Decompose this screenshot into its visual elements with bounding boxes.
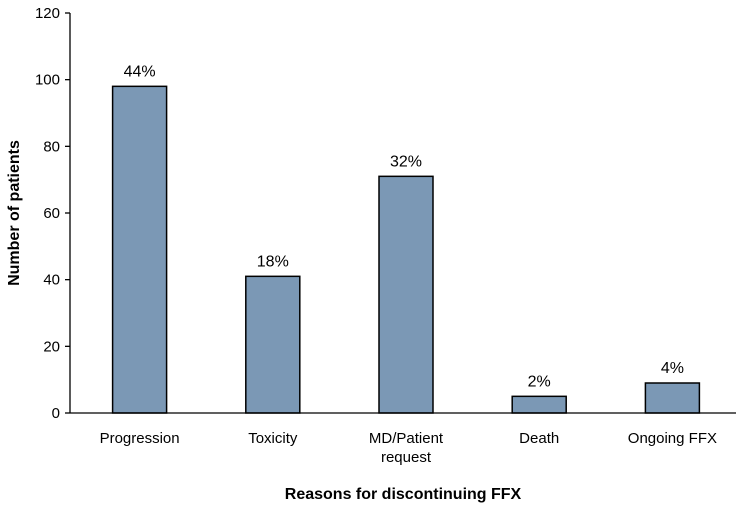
data-label: 2%	[528, 373, 551, 390]
x-tick-label: Toxicity	[248, 430, 298, 447]
bar	[644, 382, 701, 414]
y-tick-label: 100	[35, 72, 60, 89]
data-label: 4%	[661, 360, 684, 377]
y-tick-label: 0	[52, 405, 60, 422]
y-tick-label: 80	[43, 138, 60, 155]
bar	[245, 275, 301, 414]
bar	[111, 85, 168, 414]
y-tick-label: 120	[35, 5, 60, 22]
bar	[511, 395, 567, 414]
y-tick-label: 60	[43, 205, 60, 222]
y-tick-label: 40	[43, 272, 60, 289]
x-tick-label: Progression	[100, 430, 180, 447]
y-tick-label: 20	[43, 338, 60, 355]
data-label: 44%	[124, 63, 156, 80]
x-tick-label: Ongoing FFX	[628, 430, 717, 447]
x-tick-label: MD/Patient	[369, 430, 444, 447]
x-tick-label: Death	[519, 430, 559, 447]
bar	[378, 175, 434, 414]
x-axis-title: Reasons for discontinuing FFX	[285, 486, 522, 503]
data-label: 18%	[257, 253, 289, 270]
y-axis-title: Number of patients	[6, 140, 23, 286]
data-label: 32%	[390, 153, 422, 170]
x-tick-label: request	[381, 449, 432, 466]
